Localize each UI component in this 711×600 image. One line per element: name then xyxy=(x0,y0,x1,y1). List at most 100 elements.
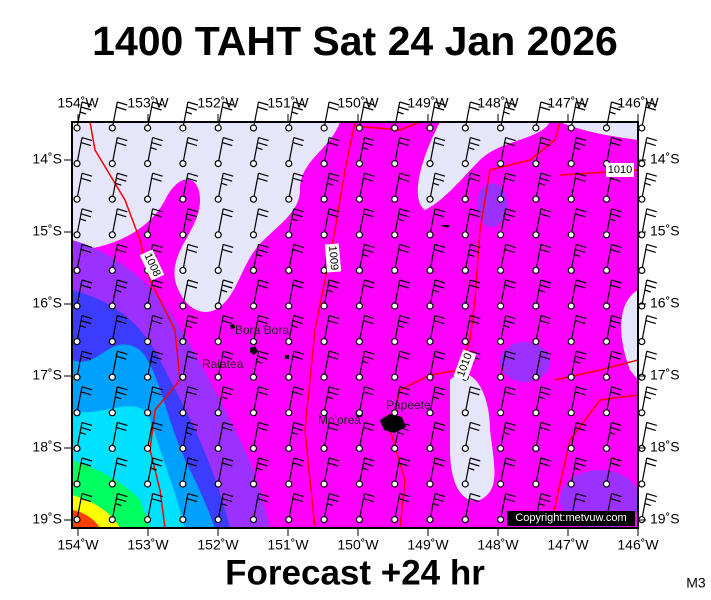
wind-barb xyxy=(320,101,340,132)
wind-barb xyxy=(638,315,657,346)
wind-barb xyxy=(602,279,622,310)
barb-staff xyxy=(358,279,365,307)
barb-flag xyxy=(258,457,269,462)
barb-staff xyxy=(641,101,648,129)
barb-station xyxy=(285,160,293,168)
barb-staff xyxy=(111,208,118,235)
barb-flag xyxy=(187,279,199,284)
low-wind-area xyxy=(450,373,495,501)
barb-flag xyxy=(433,320,445,325)
barb-station xyxy=(285,480,293,488)
barb-staff xyxy=(535,279,542,307)
low-wind-area xyxy=(72,122,340,312)
barb-flag xyxy=(610,142,621,147)
barb-station xyxy=(320,266,328,274)
barb-staff xyxy=(464,422,471,449)
barb-station xyxy=(249,338,258,346)
barb-flag xyxy=(116,391,127,396)
barb-staff xyxy=(111,315,118,342)
barb-station xyxy=(532,480,540,488)
barb-staff xyxy=(641,457,648,485)
barb-flag xyxy=(257,498,268,503)
barb-staff xyxy=(605,137,613,164)
barb-flag xyxy=(539,213,551,218)
longitude-label: 148˚W xyxy=(477,95,519,111)
barb-flag xyxy=(326,503,334,507)
barb-flag xyxy=(150,467,157,471)
barb-flag xyxy=(610,498,621,503)
wind-barb xyxy=(108,279,128,310)
barb-flag xyxy=(433,213,445,218)
barb-flag xyxy=(257,391,268,396)
wind-barb xyxy=(461,457,481,488)
barb-station xyxy=(179,124,187,132)
barb-flag xyxy=(328,279,340,284)
barb-staff xyxy=(464,208,471,235)
wind-barb xyxy=(249,208,269,239)
wind-barb xyxy=(285,243,304,274)
barb-staff xyxy=(641,279,648,307)
wind-barb xyxy=(179,315,199,346)
barb-staff xyxy=(147,173,154,200)
barb-flag xyxy=(399,457,410,462)
barb-station xyxy=(144,409,152,417)
barb-staff xyxy=(641,137,648,164)
barb-flag xyxy=(186,462,198,467)
barb-flag xyxy=(505,421,516,426)
barb-flag xyxy=(432,182,440,186)
barb-flag xyxy=(152,457,163,462)
wind-barb xyxy=(108,137,128,168)
barb-staff xyxy=(323,386,330,413)
barb-staff xyxy=(641,244,648,271)
barb-flag xyxy=(79,111,87,115)
barb-station xyxy=(320,160,328,168)
barb-flag xyxy=(434,279,446,284)
wind-barb xyxy=(249,243,269,274)
barb-station xyxy=(179,160,187,168)
barb-flag xyxy=(609,218,616,222)
barb-staff xyxy=(641,493,648,520)
barb-staff xyxy=(252,208,260,235)
barb-flag xyxy=(504,320,515,325)
wind-barb xyxy=(320,350,340,381)
barb-flag xyxy=(257,426,268,431)
wind-barb xyxy=(461,386,481,417)
barb-station xyxy=(355,302,363,310)
barb-flag xyxy=(434,350,446,355)
barb-station xyxy=(214,195,222,203)
barb-flag xyxy=(399,243,410,248)
barb-staff xyxy=(323,137,330,164)
wind-barb xyxy=(144,350,163,381)
wind-barb xyxy=(285,279,304,310)
barb-flag xyxy=(505,243,516,248)
wind-barb xyxy=(497,315,516,346)
barb-station xyxy=(638,266,646,274)
barb-staff xyxy=(217,279,224,307)
barb-flag xyxy=(398,462,409,467)
barb-flag xyxy=(364,172,375,177)
barb-staff xyxy=(535,422,542,449)
barb-station xyxy=(144,124,152,132)
barb-staff xyxy=(535,137,542,164)
barb-flag xyxy=(363,426,374,431)
barb-flag xyxy=(186,213,198,218)
barb-staff xyxy=(147,315,154,342)
barb-staff xyxy=(535,386,542,413)
barb-flag xyxy=(117,493,128,498)
barb-staff xyxy=(323,351,330,378)
barb-flag xyxy=(539,142,551,147)
wind-barb xyxy=(73,386,93,417)
barb-flag xyxy=(151,177,162,182)
barb-flag xyxy=(611,101,622,106)
barb-staff xyxy=(147,351,154,378)
barb-staff xyxy=(500,422,507,449)
wind-barb xyxy=(214,172,234,203)
barb-staff xyxy=(535,101,542,129)
barb-staff xyxy=(252,315,260,342)
barb-staff xyxy=(76,244,83,271)
barb-station xyxy=(567,124,575,132)
barb-flag xyxy=(185,111,193,115)
barb-flag xyxy=(503,218,510,222)
barb-staff xyxy=(605,457,613,485)
